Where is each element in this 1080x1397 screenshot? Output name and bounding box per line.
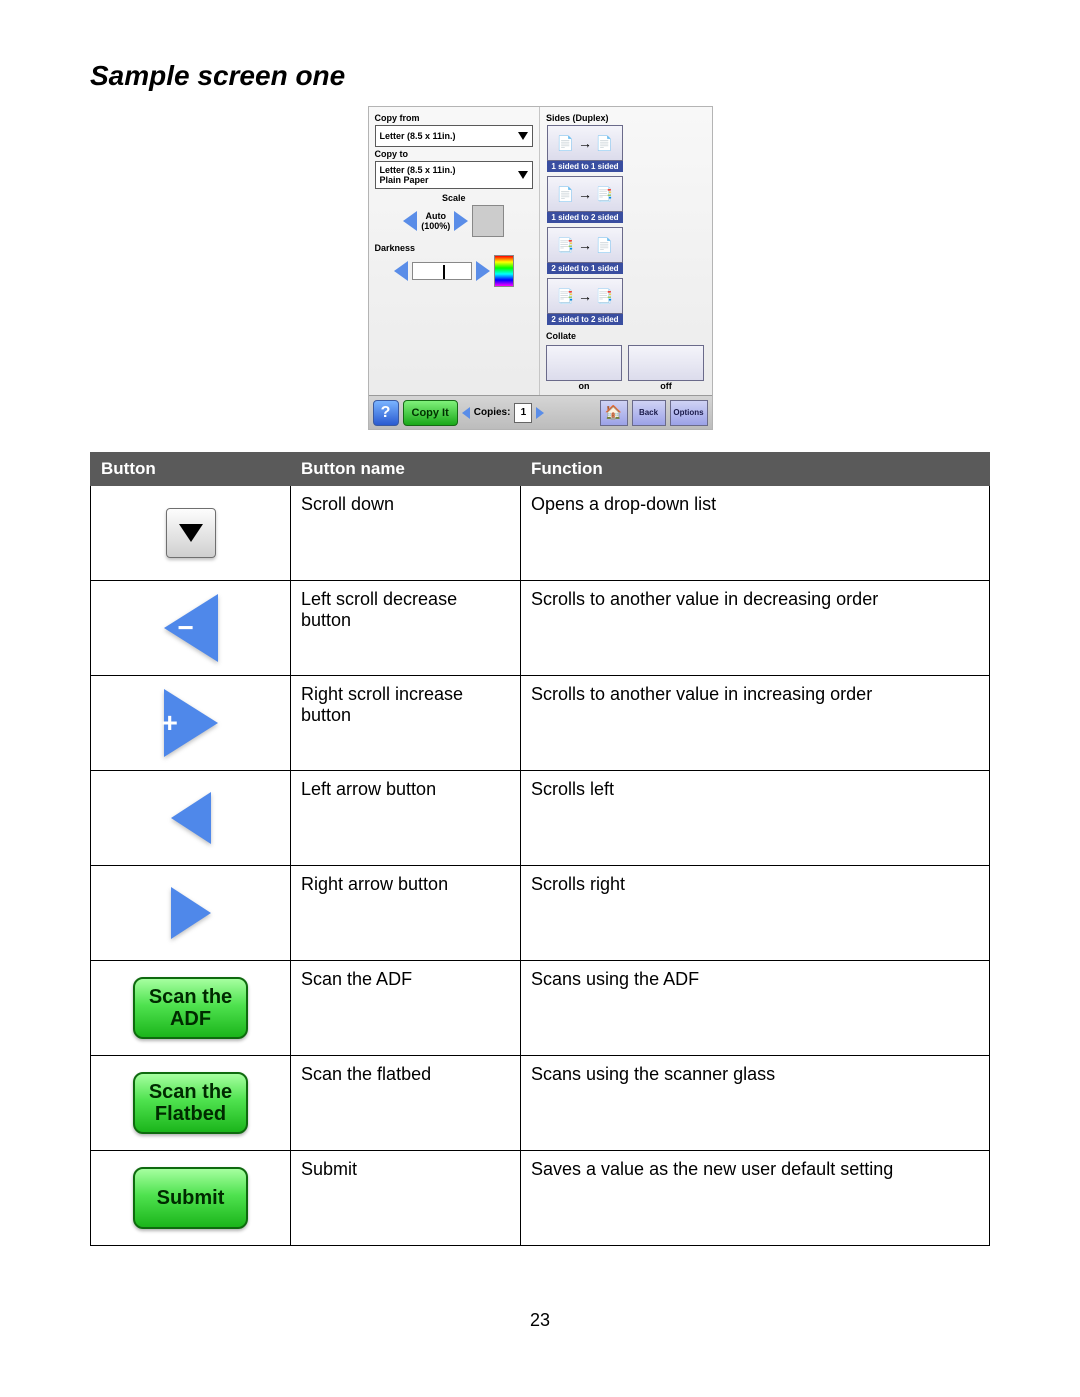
table-row: Scan theFlatbed Scan the flatbed Scans u… — [91, 1056, 990, 1151]
table-row: Left arrow button Scrolls left — [91, 771, 990, 866]
copy-it-button[interactable]: Copy It — [403, 400, 458, 426]
sides-duplex-label: Sides (Duplex) — [546, 113, 706, 123]
cell-name: Left arrow button — [291, 771, 521, 866]
collate-label: Collate — [546, 331, 706, 341]
duplex-2to2-button[interactable]: 📑 → 📑 2 sided to 2 sided — [546, 278, 624, 325]
scale-value: Auto (100%) — [421, 211, 450, 231]
left-arrow-icon — [171, 792, 211, 844]
table-row: + Right scroll increase button Scrolls t… — [91, 676, 990, 771]
darkness-decrease-icon[interactable] — [394, 261, 408, 281]
right-scroll-increase-icon: + — [156, 689, 226, 757]
scale-label: Scale — [375, 193, 534, 203]
cell-name: Submit — [291, 1151, 521, 1246]
copy-to-label: Copy to — [375, 149, 534, 159]
chevron-down-icon — [518, 171, 528, 179]
left-scroll-decrease-icon: − — [156, 594, 226, 662]
page-number: 23 — [0, 1310, 1080, 1331]
table-row: Scan theADF Scan the ADF Scans using the… — [91, 961, 990, 1056]
cell-func: Scans using the ADF — [521, 961, 990, 1056]
cell-name: Left scroll decrease button — [291, 581, 521, 676]
sample-screen-panel: Copy from Letter (8.5 x 11in.) Copy to L… — [368, 106, 713, 430]
cell-name: Scroll down — [291, 486, 521, 581]
scale-increase-icon[interactable] — [454, 211, 468, 231]
copies-increase-icon[interactable] — [536, 407, 544, 419]
chevron-down-icon — [518, 132, 528, 140]
options-button[interactable]: Options — [670, 400, 708, 426]
cell-name: Scan the flatbed — [291, 1056, 521, 1151]
button-reference-table: Button Button name Function Scroll down … — [90, 452, 990, 1246]
right-arrow-icon — [171, 887, 211, 939]
collate-on-button[interactable]: on — [546, 345, 622, 391]
scale-decrease-icon[interactable] — [403, 211, 417, 231]
cell-name: Right arrow button — [291, 866, 521, 961]
copies-decrease-icon[interactable] — [462, 407, 470, 419]
cell-name: Scan the ADF — [291, 961, 521, 1056]
table-header-button: Button — [91, 453, 291, 486]
duplex-1to2-button[interactable]: 📄 → 📑 1 sided to 2 sided — [546, 176, 624, 223]
scan-flatbed-button-icon: Scan theFlatbed — [133, 1072, 248, 1134]
submit-button-icon: Submit — [133, 1167, 248, 1229]
cell-func: Scrolls to another value in increasing o… — [521, 676, 990, 771]
darkness-label: Darkness — [375, 243, 534, 253]
collate-off-button[interactable]: off — [628, 345, 704, 391]
table-row: Right arrow button Scrolls right — [91, 866, 990, 961]
copy-to-dropdown[interactable]: Letter (8.5 x 11in.) Plain Paper — [375, 161, 534, 189]
darkness-slider[interactable] — [412, 262, 472, 280]
scan-adf-button-icon: Scan theADF — [133, 977, 248, 1039]
copy-from-value: Letter (8.5 x 11in.) — [380, 131, 456, 141]
cell-func: Scrolls left — [521, 771, 990, 866]
table-row: Submit Submit Saves a value as the new u… — [91, 1151, 990, 1246]
back-button[interactable]: Back — [632, 400, 666, 426]
table-row: Scroll down Opens a drop-down list — [91, 486, 990, 581]
color-spectrum-icon — [494, 255, 514, 287]
home-button[interactable]: 🏠 — [600, 400, 628, 426]
copy-to-value: Letter (8.5 x 11in.) Plain Paper — [380, 165, 456, 185]
duplex-1to1-button[interactable]: 📄 → 📄 1 sided to 1 sided — [546, 125, 624, 172]
cell-func: Scrolls to another value in decreasing o… — [521, 581, 990, 676]
copy-from-dropdown[interactable]: Letter (8.5 x 11in.) — [375, 125, 534, 147]
cell-func: Scrolls right — [521, 866, 990, 961]
scale-thumbnail-icon — [472, 205, 504, 237]
table-row: − Left scroll decrease button Scrolls to… — [91, 581, 990, 676]
copy-from-label: Copy from — [375, 113, 534, 123]
cell-func: Saves a value as the new user default se… — [521, 1151, 990, 1246]
table-header-name: Button name — [291, 453, 521, 486]
scroll-down-icon — [166, 508, 216, 558]
cell-name: Right scroll increase button — [291, 676, 521, 771]
help-button[interactable]: ? — [373, 400, 399, 426]
darkness-increase-icon[interactable] — [476, 261, 490, 281]
page-title: Sample screen one — [90, 60, 990, 92]
cell-func: Opens a drop-down list — [521, 486, 990, 581]
copies-label: Copies: — [474, 407, 511, 418]
duplex-2to1-button[interactable]: 📑 → 📄 2 sided to 1 sided — [546, 227, 624, 274]
cell-func: Scans using the scanner glass — [521, 1056, 990, 1151]
table-header-function: Function — [521, 453, 990, 486]
copies-value: 1 — [514, 403, 532, 423]
